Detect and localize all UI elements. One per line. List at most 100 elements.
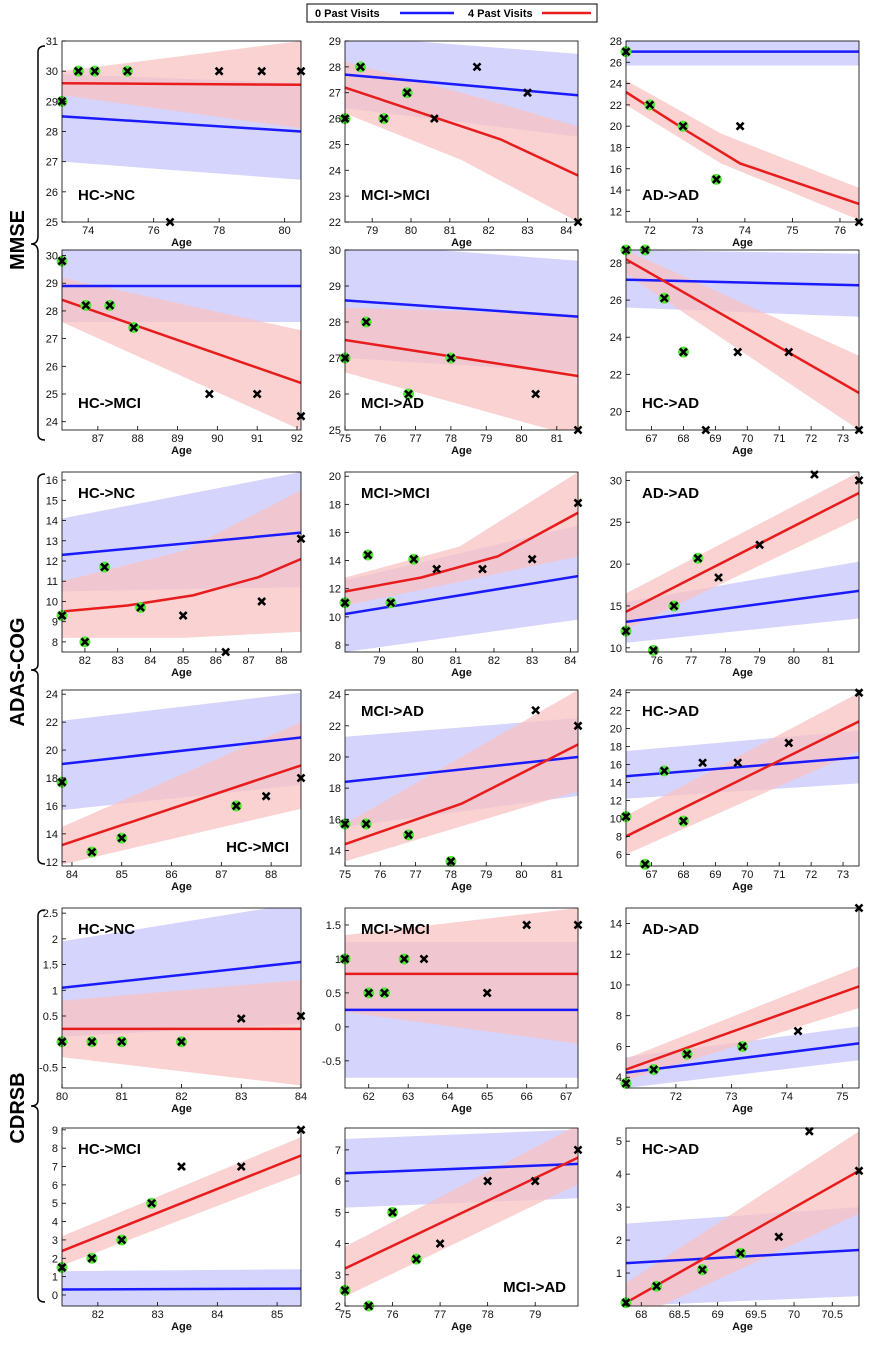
data-point-future [257,597,267,606]
y-tick-label: 1 [616,1268,622,1280]
marker-cross [478,564,487,574]
x-tick-label: 76 [834,225,846,237]
data-point-future [478,564,487,574]
data-point-observed [86,1252,98,1264]
panel-mmse-ad-ad: 72 73 74 75 76 12 14 16 18 20 22 24 26 28 Age AD->AD [610,36,864,249]
x-tick-label: 83 [521,225,533,237]
x-tick-label: 87 [242,655,254,667]
marker-cross [123,66,132,76]
line-4-past-visits [626,1169,859,1304]
y-tick-label: 29 [329,36,341,48]
axes-frame [625,40,860,223]
line-4-past-visits [345,338,578,378]
y-tick-label: 13 [46,536,58,548]
y-tick-label: 10 [46,596,58,608]
data-point-observed [696,1264,708,1276]
marker-cross [736,1248,746,1258]
x-tick-label: 76 [374,869,386,881]
x-tick-label: 68.5 [669,1309,690,1321]
x-axis-label: Age [451,445,472,457]
y-tick-label: 9 [52,617,58,629]
x-tick-label: 74 [82,225,94,237]
x-tick-label: 80 [405,225,417,237]
x-tick-label: 67 [645,869,657,881]
data-point-observed [116,832,128,844]
panel-cdrsb-hc-mci: 82 83 84 85 0 1 2 3 4 5 6 7 8 9 Age HC->MCI [52,1125,306,1333]
x-tick-label: 81 [450,655,462,667]
y-tick-label: 5 [52,1198,58,1210]
x-axis-label: Age [171,237,192,249]
y-tick-label: 22 [610,369,622,381]
y-tick-label: 0.5 [43,1011,58,1023]
y-tick-label: 30 [329,245,341,257]
x-tick-label: 64 [442,1091,454,1103]
data-point-future [236,1014,246,1023]
x-tick-label: 70 [741,869,753,881]
x-tick-label: 73 [691,225,703,237]
data-point-observed [116,1036,128,1048]
line-4-past-visits [626,258,859,394]
marker-cross [117,833,127,843]
y-tick-label: 16 [329,527,341,539]
marker-cross [531,389,541,399]
x-tick-label: 83 [151,1309,163,1321]
x-axis-label: Age [732,881,753,893]
panel-annotation: HC->MCI [78,1141,141,1158]
data-point-observed [135,602,147,614]
x-tick-label: 69 [712,1309,724,1321]
plot-area [345,472,578,652]
marker-cross [733,758,743,768]
marker-cross [73,66,83,76]
marker-cross [257,597,267,606]
data-point-observed [677,346,689,358]
plot-area [626,1131,859,1306]
marker-cross [361,819,371,829]
y-tick-label: 8 [616,831,622,843]
y-tick-label: 30 [46,66,58,78]
y-tick-label: -0.5 [322,1056,341,1068]
y-tick-label: 12 [610,206,622,218]
y-tick-label: 10 [610,813,622,825]
data-point-observed [677,815,689,827]
y-tick-label: 28 [610,36,622,48]
marker-cross [419,954,429,964]
y-tick-label: 8 [335,640,341,652]
marker-cross [645,100,655,110]
y-tick-label: 28 [329,62,341,74]
line-0-past-visits [62,531,301,557]
marker-cross [214,66,224,76]
data-point-future [530,1176,540,1186]
y-tick-label: 5 [616,1136,622,1148]
data-point-observed [677,120,689,132]
panel-annotation: MCI->AD [503,1279,566,1296]
marker-cross [648,645,658,655]
data-point-observed [230,800,242,812]
y-tick-label: 1 [52,1272,58,1284]
y-tick-label: 12 [610,949,622,961]
data-point-observed [651,1280,663,1292]
x-tick-label: 70 [788,1309,800,1321]
x-tick-label: 80 [279,225,291,237]
data-point-observed [99,561,111,573]
row-label-cdrsb: CDRSB [7,1072,29,1143]
data-point-future [429,114,439,123]
marker-cross [482,988,492,998]
marker-cross [659,293,669,303]
marker-cross [236,1014,246,1023]
x-tick-label: 76 [374,433,386,445]
y-tick-label: 15 [46,495,58,507]
x-tick-label: 81 [551,869,563,881]
marker-cross [364,988,374,998]
y-tick-label: -0.5 [39,1062,58,1074]
y-tick-label: 3 [335,1270,341,1282]
x-axis-label: Age [171,1103,192,1115]
y-tick-label: 20 [610,559,622,571]
marker-cross [679,816,688,826]
x-tick-label: 75 [339,869,351,881]
x-tick-label: 85 [116,869,128,881]
x-tick-label: 67 [560,1091,572,1103]
x-tick-label: 71 [773,869,785,881]
x-axis-label: Age [451,667,472,679]
